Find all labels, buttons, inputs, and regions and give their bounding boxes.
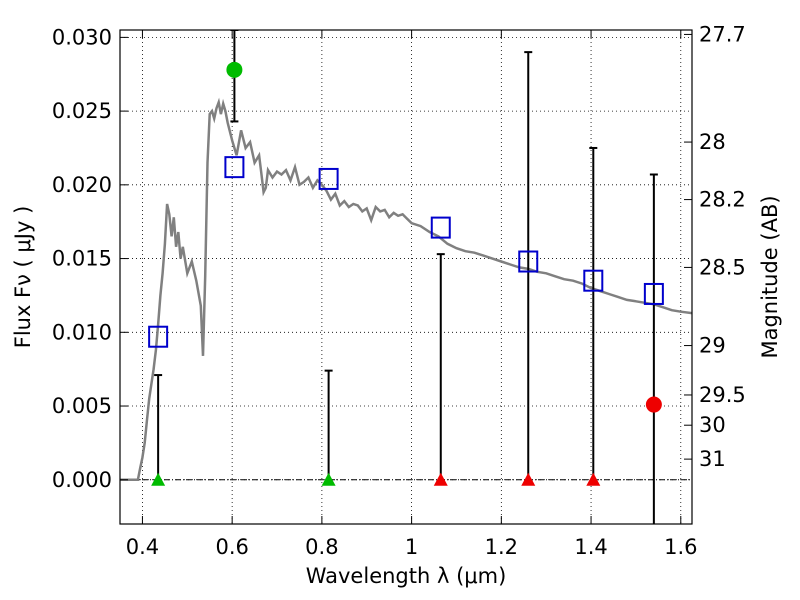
axis-ticks — [120, 30, 692, 524]
upper-limit-marker — [433, 472, 448, 486]
model-photometry-square — [318, 167, 339, 190]
x-axis-label: Wavelength λ (μm) — [306, 564, 507, 588]
y-tick-label: 0.010 — [52, 320, 112, 344]
upper-limit-marker — [321, 472, 336, 486]
upper-limit-marker — [586, 472, 601, 486]
observed-points — [151, 61, 662, 486]
y-tick-label: 0.005 — [52, 394, 112, 418]
plot-frame — [119, 29, 693, 525]
x-tick-label: 1.6 — [664, 535, 697, 559]
y2-tick-label: 28 — [699, 130, 726, 154]
y-tick-label: 0.030 — [52, 25, 112, 49]
x-tick-label: 0.8 — [305, 535, 338, 559]
x-tick-label: 1 — [405, 535, 418, 559]
model-photometry-square — [148, 325, 169, 348]
y-tick-labels: 0.000 0.005 0.010 0.015 0.020 0.025 0.030 — [52, 25, 112, 491]
model-photometry-square — [430, 216, 451, 239]
y-tick-label: 0.020 — [52, 173, 112, 197]
model-photometry-square — [224, 156, 245, 179]
model-photometry-points — [148, 156, 664, 348]
x-tick-labels: 0.4 0.6 0.8 1 1.2 1.4 1.6 — [126, 535, 698, 559]
model-photometry-square — [643, 282, 664, 305]
x-tick-label: 1.4 — [574, 535, 607, 559]
model-photometry-square — [518, 250, 539, 273]
y-tick-label: 0.000 — [52, 468, 112, 492]
model-photometry-square — [583, 269, 604, 292]
x-tick-label: 0.6 — [215, 535, 248, 559]
y2-tick-label: 29.5 — [699, 383, 746, 407]
upper-limit-marker — [521, 472, 536, 486]
upper-limit-marker — [151, 472, 166, 486]
observed-detection — [645, 396, 662, 413]
y2-tick-labels: 27.7 28 28.2 28.5 29 29.5 30 31 — [699, 22, 746, 471]
y2-tick-label: 30 — [699, 413, 726, 437]
y2-tick-label: 29 — [699, 334, 726, 358]
y2-tick-label: 31 — [699, 447, 726, 471]
y2-tick-label: 28.2 — [699, 188, 746, 212]
error-bars — [154, 30, 658, 524]
y2-tick-label: 28.5 — [699, 255, 746, 279]
y2-tick-label: 27.7 — [699, 22, 746, 46]
observed-detection — [226, 61, 243, 78]
y-tick-label: 0.015 — [52, 247, 112, 271]
x-tick-label: 1.2 — [485, 535, 518, 559]
y-tick-label: 0.025 — [52, 99, 112, 123]
x-tick-label: 0.4 — [126, 535, 159, 559]
y2-axis-label: Magnitude (AB) — [758, 195, 782, 358]
plot-area — [120, 30, 692, 524]
y-axis-label: Flux Fν ( μJy ) — [11, 206, 35, 349]
model-spectrum-line — [120, 97, 692, 482]
